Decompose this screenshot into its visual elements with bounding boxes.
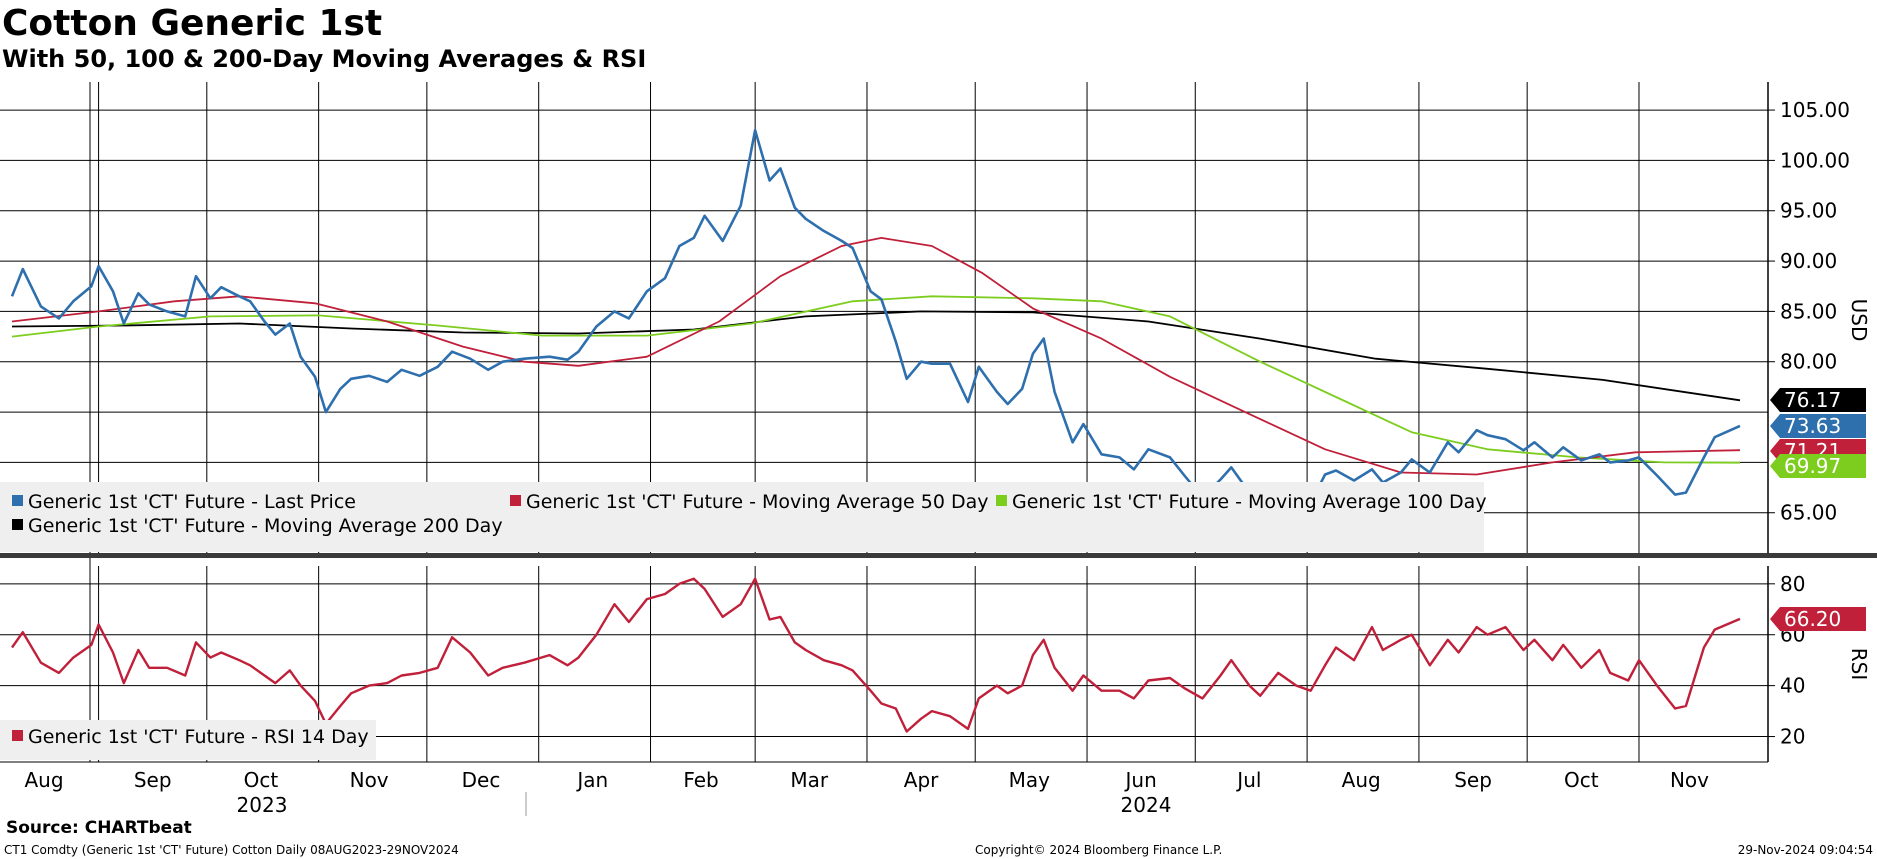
chart-subtitle: With 50, 100 & 200-Day Moving Averages &… (2, 45, 647, 73)
last-value-badge (1770, 388, 1866, 412)
x-tick-label: Jul (1235, 768, 1261, 792)
y-tick-label: 80 (1780, 572, 1805, 596)
last-value-badge (1770, 606, 1866, 631)
last-value-badge (1770, 454, 1866, 478)
x-tick-label: Sep (134, 768, 172, 792)
legends: Generic 1st 'CT' Future - Last Price Gene… (0, 482, 1487, 760)
x-tick-label: Oct (244, 768, 279, 792)
footer-source: Source: CHARTbeat (6, 818, 192, 838)
series-line-ma100 (11, 295, 1741, 464)
legend-swatch-last_price (12, 495, 23, 506)
y-tick-label: 100.00 (1780, 148, 1850, 172)
y-tick-label: 90.00 (1780, 249, 1837, 273)
legend-label-ma50: Generic 1st 'CT' Future - Moving Average… (526, 491, 988, 513)
footer-info: CT1 Comdty (Generic 1st 'CT' Future) Cot… (4, 843, 459, 857)
rsi-grid (0, 566, 1768, 762)
last-value-label: 66.20 (1784, 607, 1841, 631)
y-tick-label: 65.00 (1780, 501, 1837, 525)
price-axis-title: USD (1847, 299, 1871, 342)
chart-title: Cotton Generic 1st (2, 3, 383, 44)
x-tick-label: Sep (1454, 768, 1492, 792)
last-value-label: 73.63 (1784, 414, 1841, 438)
x-year-label: 2024 (1121, 793, 1172, 817)
legend-swatch-ma100 (996, 495, 1007, 506)
x-tick-label: Nov (1670, 768, 1709, 792)
last-value-badge (1770, 414, 1866, 438)
rsi-axis-title: RSI (1847, 648, 1871, 681)
price-lines (10, 128, 1741, 508)
legend-swatch-ma200 (12, 519, 23, 530)
series-line-ma50 (11, 237, 1741, 476)
last-value-label: 76.17 (1784, 388, 1841, 412)
x-tick-label: Mar (790, 768, 829, 792)
price-grid (0, 82, 1768, 762)
legend-label-rsi: Generic 1st 'CT' Future - RSI 14 Day (28, 726, 369, 748)
series-line-ma200 (11, 310, 1741, 402)
x-tick-label: Jan (575, 768, 608, 792)
x-tick-label: Feb (683, 768, 718, 792)
legend-swatch-rsi (12, 730, 23, 741)
y-tick-label: 95.00 (1780, 199, 1837, 223)
panel-separator (0, 553, 1877, 558)
y-tick-label: 80.00 (1780, 350, 1837, 374)
x-tick-label: Oct (1564, 768, 1599, 792)
x-tick-label: Apr (904, 768, 939, 792)
axes: 105.00 100.00 95.00 90.00 85.00 80.00 65.00 80 6… (0, 82, 1877, 817)
rsi-legend-box (0, 720, 376, 760)
x-tick-label: Jun (1124, 768, 1157, 792)
x-tick-label: Aug (24, 768, 63, 792)
rsi-lines (11, 577, 1741, 733)
legend-label-ma100: Generic 1st 'CT' Future - Moving Average… (1012, 491, 1487, 513)
y-tick-label: 20 (1780, 725, 1805, 749)
legend-label-ma200: Generic 1st 'CT' Future - Moving Average… (28, 515, 503, 537)
x-tick-label: Aug (1342, 768, 1381, 792)
x-tick-label: Dec (462, 768, 501, 792)
y-tick-label: 105.00 (1780, 98, 1850, 122)
footer-copyright: Copyright© 2024 Bloomberg Finance L.P. (975, 843, 1223, 857)
series-line-last_price (10, 128, 1741, 508)
legend-label-last_price: Generic 1st 'CT' Future - Last Price (28, 491, 356, 513)
price-legend-box (0, 482, 1484, 552)
y-tick-label: 40 (1780, 674, 1805, 698)
x-tick-label: May (1009, 768, 1051, 792)
last-value-label: 69.97 (1784, 454, 1841, 478)
y-tick-label: 85.00 (1780, 299, 1837, 323)
footer-timestamp: 29-Nov-2024 09:04:54 (1737, 843, 1873, 857)
legend-swatch-ma50 (510, 495, 521, 506)
x-year-label: 2023 (237, 793, 288, 817)
series-line-rsi (11, 577, 1741, 733)
x-tick-label: Nov (350, 768, 389, 792)
